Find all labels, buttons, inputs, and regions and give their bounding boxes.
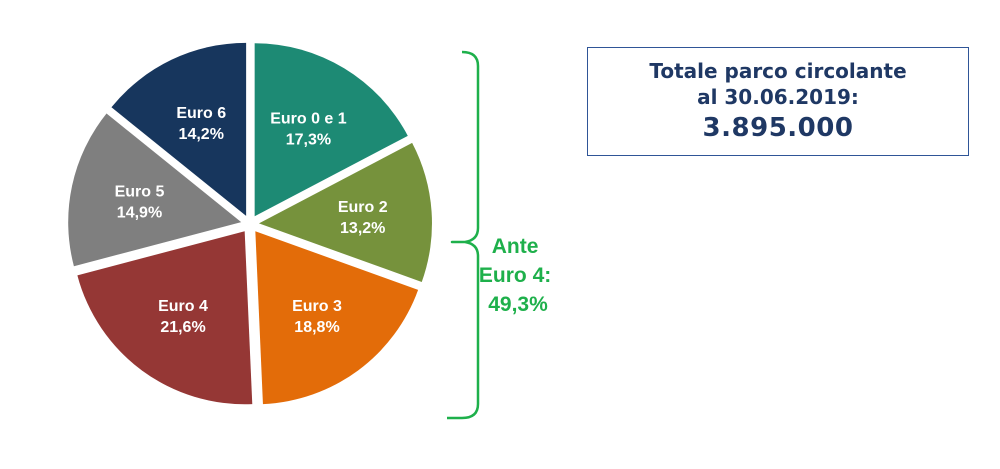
slice-value-label: 21,6% (160, 319, 205, 336)
slice-value-label: 13,2% (340, 220, 385, 237)
slice-label-euro-2: Euro 2 13,2% (338, 199, 388, 237)
slice-label-euro-4: Euro 4 21,6% (158, 298, 208, 336)
slice-category-label: Euro 3 (292, 298, 342, 315)
slice-category-label: Euro 4 (158, 298, 208, 315)
slice-category-label: Euro 2 (338, 199, 388, 216)
total-box-line2: al 30.06.2019: (697, 84, 859, 109)
slice-category-label: Euro 6 (176, 105, 226, 122)
slice-euro-2 (258, 142, 432, 282)
bracket-line-ante: Ante (492, 235, 539, 258)
slice-category-label: Euro 0 e 1 (270, 110, 347, 127)
slice-value-label: 18,8% (294, 319, 339, 336)
bracket-line-percent: 49,3% (488, 293, 548, 316)
slice-label-euro-3: Euro 3 18,8% (292, 298, 342, 336)
pie-labels: Euro 0 e 1 17,3%Euro 2 13,2%Euro 3 18,8%Eur… (115, 105, 388, 336)
slice-label-euro-0-e-1: Euro 0 e 1 17,3% (270, 110, 347, 148)
pie-slices (68, 42, 432, 405)
ante-euro4-label: Ante Euro 4: 49,3% (479, 235, 557, 316)
total-fleet-box: Totale parco circolante al 30.06.2019: 3… (587, 47, 969, 156)
slice-label-euro-5: Euro 5 14,9% (115, 183, 165, 221)
slice-euro-3 (255, 231, 419, 405)
bracket-line-euro4: Euro 4: (479, 264, 551, 287)
slice-category-label: Euro 5 (115, 183, 165, 200)
slice-label-euro-6: Euro 6 14,2% (176, 105, 226, 143)
slice-euro-6 (111, 42, 247, 216)
slice-value-label: 14,2% (179, 126, 224, 143)
total-box-line1: Totale parco circolante (649, 58, 907, 83)
total-box-value: 3.895.000 (702, 112, 854, 143)
ante-euro4-bracket (447, 50, 480, 420)
slice-value-label: 14,9% (117, 204, 162, 221)
slice-value-label: 17,3% (286, 131, 331, 148)
slice-euro-5 (68, 113, 242, 267)
slice-euro-4 (77, 231, 253, 405)
slice-euro-0-e-1 (254, 43, 408, 217)
